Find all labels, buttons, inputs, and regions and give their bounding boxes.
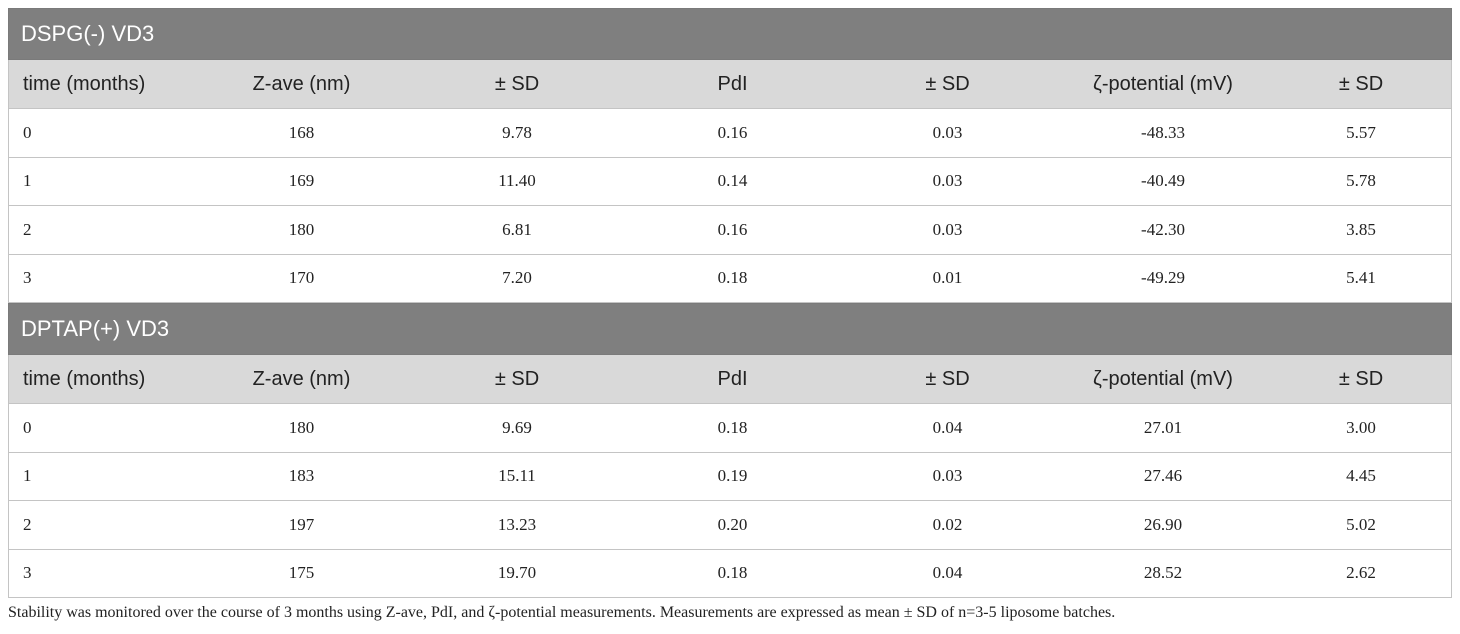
table-cell: 15.11	[409, 452, 626, 501]
table-cell: 0.04	[840, 404, 1056, 453]
table-cell: 9.78	[409, 109, 626, 158]
table-cell: 2	[8, 206, 195, 255]
table-cell: 5.57	[1271, 109, 1452, 158]
footnote: Stability was monitored over the course …	[8, 604, 1116, 621]
table-cell: 2	[8, 501, 195, 550]
table-cell: 180	[194, 206, 410, 255]
table-cell: 9.69	[409, 404, 626, 453]
column-header: ± SD	[840, 355, 1056, 404]
table-cell: -49.29	[1055, 254, 1272, 303]
table-cell: 0.18	[625, 254, 841, 303]
table-cell: 170	[194, 254, 410, 303]
table-cell: 0.16	[625, 206, 841, 255]
table-cell: 6.81	[409, 206, 626, 255]
table-cell: 180	[194, 404, 410, 453]
table-cell: 5.02	[1271, 501, 1452, 550]
column-header: PdI	[625, 355, 841, 404]
table-cell: 0.16	[625, 109, 841, 158]
table-cell: 0.03	[840, 452, 1056, 501]
table-cell: 2.62	[1271, 549, 1452, 598]
table-cell: 1	[8, 452, 195, 501]
table-cell: 3.00	[1271, 404, 1452, 453]
table-cell: 27.46	[1055, 452, 1272, 501]
table-cell: 11.40	[409, 157, 626, 206]
table-cell: 183	[194, 452, 410, 501]
table-cell: 197	[194, 501, 410, 550]
table-cell: 0	[8, 109, 195, 158]
table-cell: 4.45	[1271, 452, 1452, 501]
table-cell: 28.52	[1055, 549, 1272, 598]
table-cell: 0.18	[625, 549, 841, 598]
column-header: ζ-potential (mV)	[1055, 60, 1272, 109]
table-cell: -42.30	[1055, 206, 1272, 255]
table-cell: 13.23	[409, 501, 626, 550]
table-cell: 0.03	[840, 109, 1056, 158]
table-cell: 0.02	[840, 501, 1056, 550]
table-cell: 0.20	[625, 501, 841, 550]
section-title: DPTAP(+) VD3	[8, 303, 1452, 355]
table-cell: 3.85	[1271, 206, 1452, 255]
table-cell: 0.01	[840, 254, 1056, 303]
column-header: PdI	[625, 60, 841, 109]
section-title: DSPG(-) VD3	[8, 8, 1452, 60]
table-cell: 3	[8, 254, 195, 303]
table-cell: 0	[8, 404, 195, 453]
column-header: ζ-potential (mV)	[1055, 355, 1272, 404]
column-header: time (months)	[8, 355, 195, 404]
table-cell: -40.49	[1055, 157, 1272, 206]
table-cell: 0.14	[625, 157, 841, 206]
column-header: ± SD	[1271, 355, 1452, 404]
table-cell: 169	[194, 157, 410, 206]
table-cell: 175	[194, 549, 410, 598]
column-header: time (months)	[8, 60, 195, 109]
table-cell: 0.04	[840, 549, 1056, 598]
table-cell: 3	[8, 549, 195, 598]
table-cell: 1	[8, 157, 195, 206]
table-cell: 27.01	[1055, 404, 1272, 453]
table-cell: 0.18	[625, 404, 841, 453]
table-cell: 5.78	[1271, 157, 1452, 206]
column-header: Z-ave (nm)	[194, 60, 410, 109]
table-cell: 168	[194, 109, 410, 158]
table-cell: 0.03	[840, 157, 1056, 206]
table-cell: 26.90	[1055, 501, 1272, 550]
column-header: ± SD	[840, 60, 1056, 109]
column-header: ± SD	[409, 60, 626, 109]
table-cell: 0.03	[840, 206, 1056, 255]
table-cell: 5.41	[1271, 254, 1452, 303]
table-cell: 0.19	[625, 452, 841, 501]
table-cell: 19.70	[409, 549, 626, 598]
column-header: ± SD	[409, 355, 626, 404]
table-cell: 7.20	[409, 254, 626, 303]
column-header: Z-ave (nm)	[194, 355, 410, 404]
table-cell: -48.33	[1055, 109, 1272, 158]
column-header: ± SD	[1271, 60, 1452, 109]
